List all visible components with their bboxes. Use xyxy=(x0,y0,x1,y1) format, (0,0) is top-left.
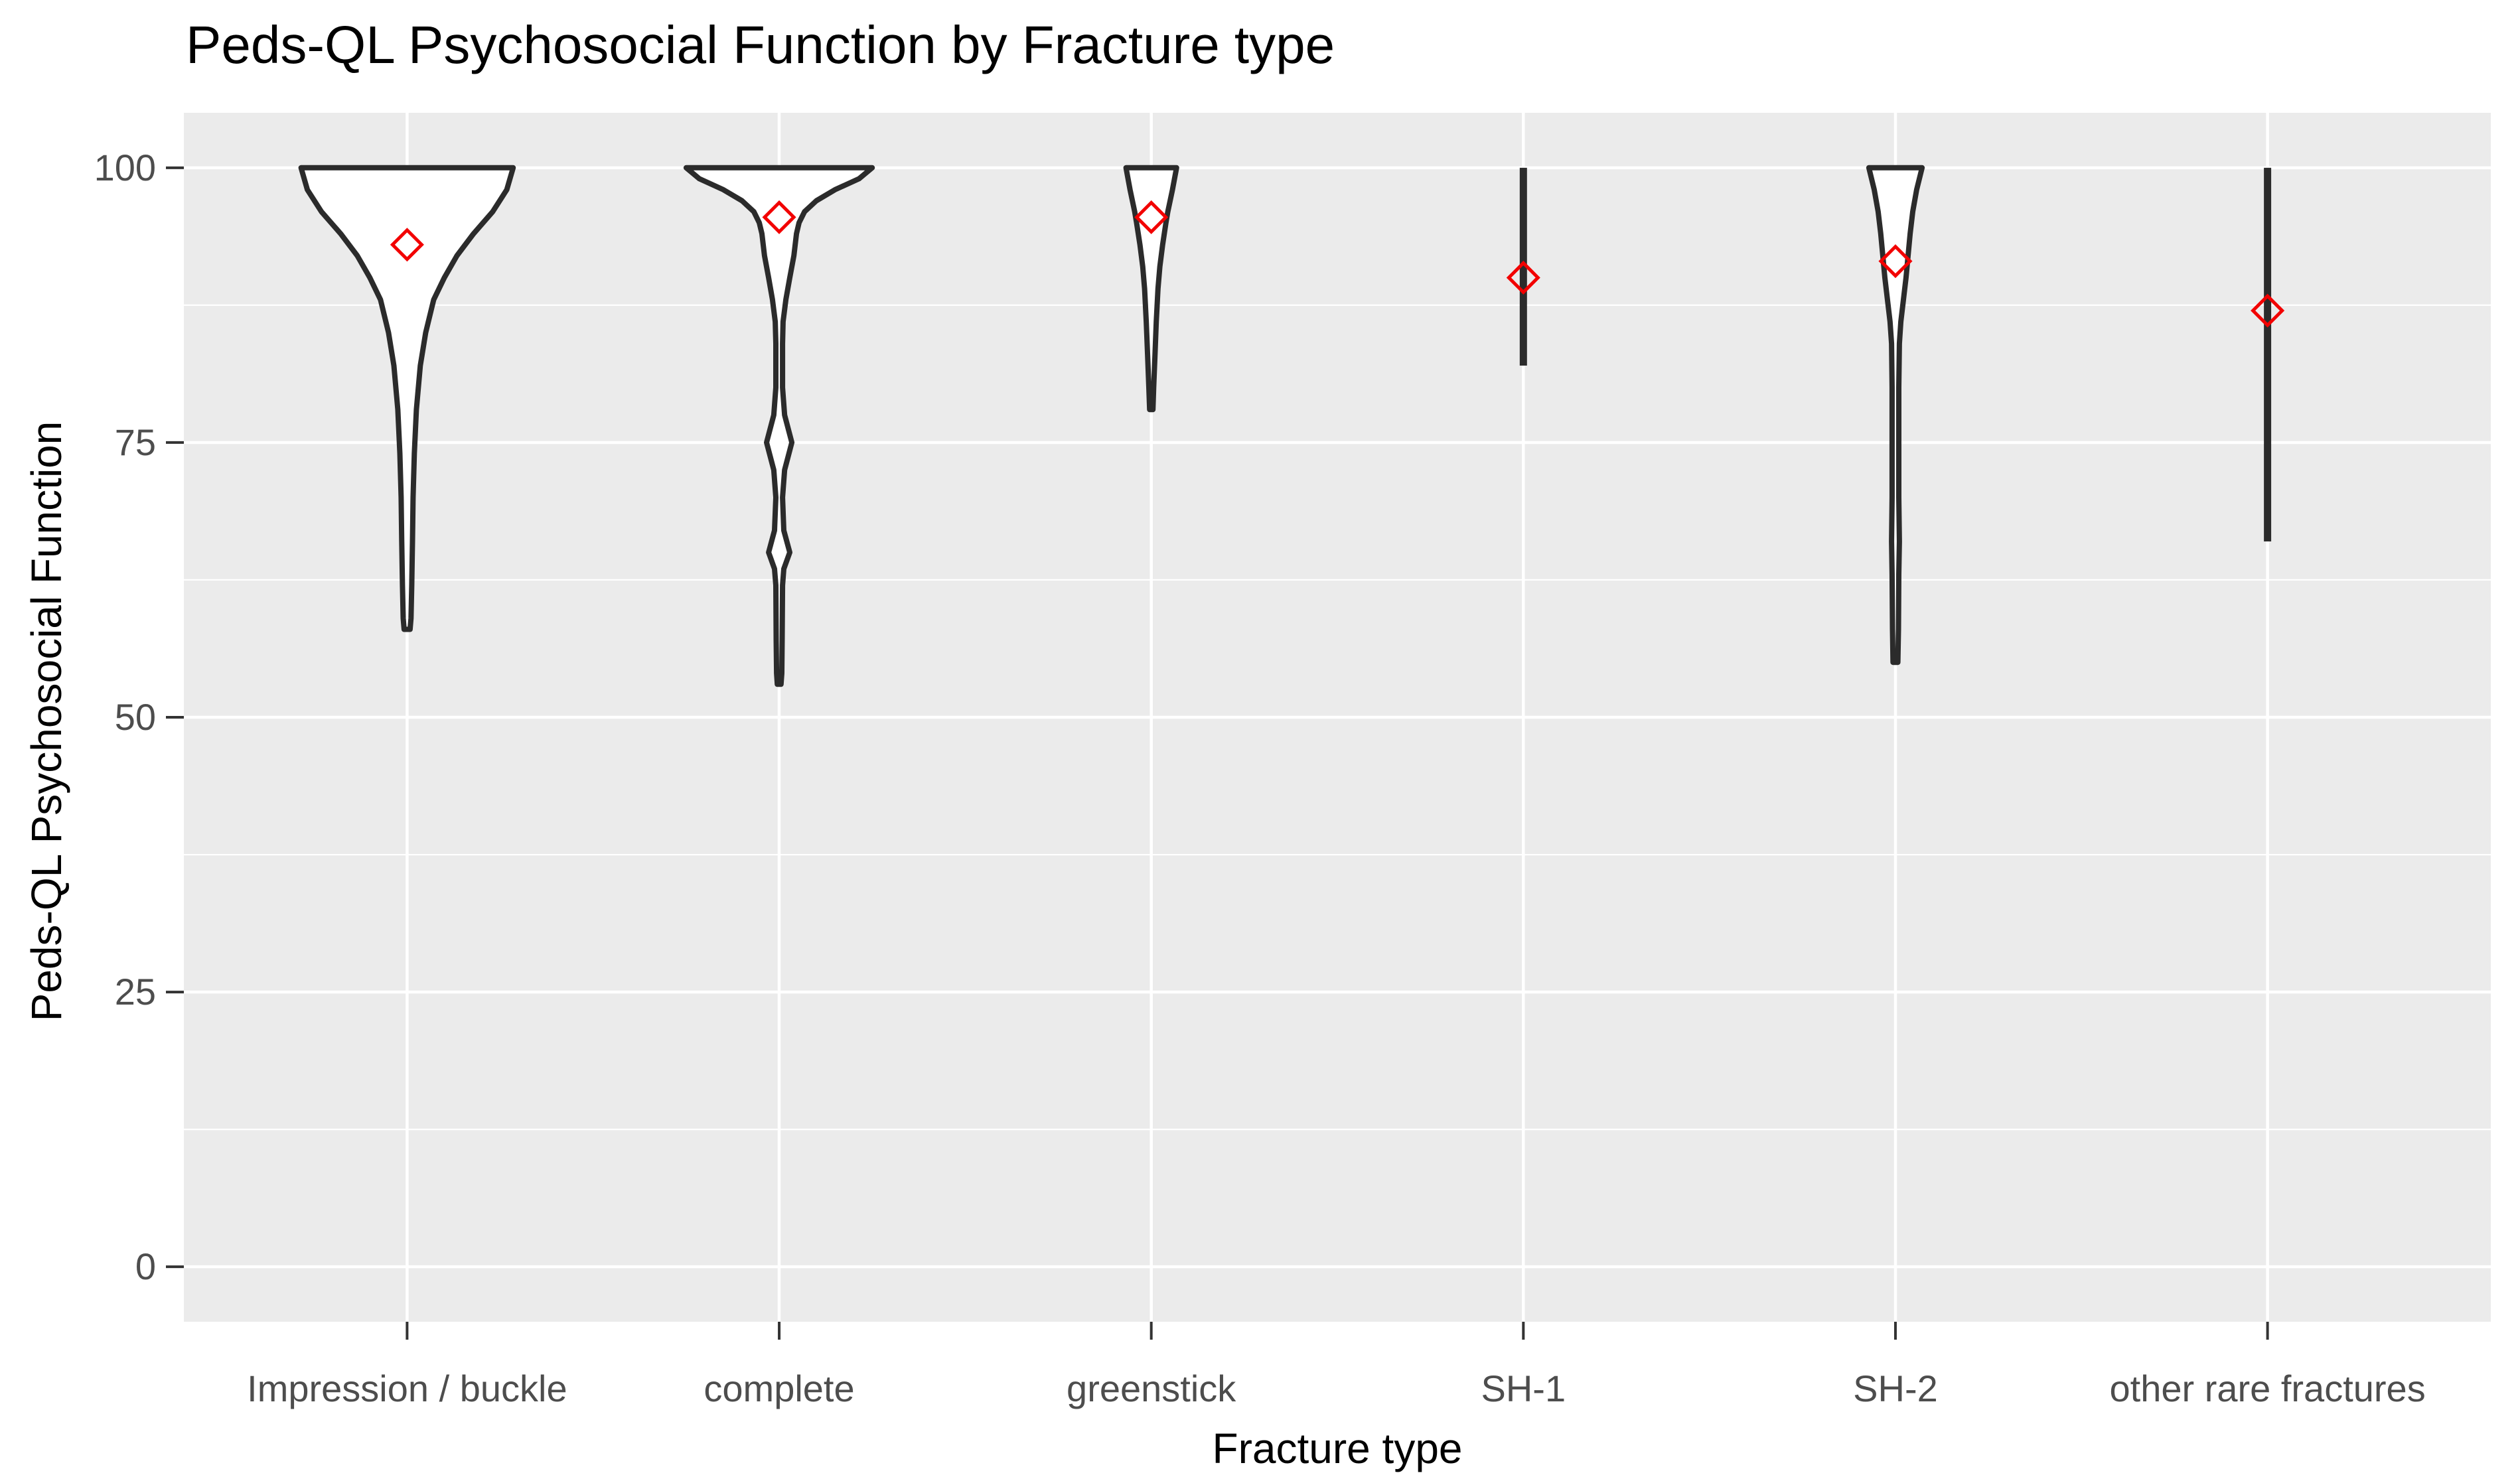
y-tick-labels: 0 25 50 75 100 xyxy=(94,147,156,1287)
y-tick-label: 75 xyxy=(115,421,156,463)
violin-sh-1 xyxy=(1506,167,1540,366)
mean-diamond xyxy=(762,200,796,234)
mean-diamond xyxy=(1134,200,1169,234)
x-tick-label: complete xyxy=(704,1368,854,1409)
mean-diamond xyxy=(390,228,424,262)
y-tick-label: 50 xyxy=(115,696,156,738)
violin-other-rare-fractures xyxy=(2251,167,2285,541)
x-tick-label: greenstick xyxy=(1067,1368,1236,1409)
major-gridlines xyxy=(184,166,2491,1269)
y-tick-label: 100 xyxy=(94,147,156,188)
violin-complete xyxy=(683,165,875,687)
chart-title: Peds-QL Psychosocial Function by Fractur… xyxy=(186,15,1335,74)
y-tick-label: 25 xyxy=(115,971,156,1013)
violin-sh-2 xyxy=(1866,165,1925,666)
violin-impression-buckle xyxy=(298,165,516,632)
minor-gridlines xyxy=(184,304,2491,1131)
x-tick-label: other rare fractures xyxy=(2110,1368,2426,1409)
x-tick-labels: Impression / buckle complete greenstick SH-… xyxy=(247,1368,2426,1409)
x-tick-label: SH-2 xyxy=(1853,1368,1938,1409)
violin-body xyxy=(298,165,516,632)
y-axis-title: Peds-QL Psychosocial Function xyxy=(23,421,70,1022)
violin-greenstick xyxy=(1123,165,1179,413)
mean-diamond xyxy=(1506,260,1540,295)
mean-diamond xyxy=(2251,293,2285,328)
axis-ticks xyxy=(166,166,2269,1340)
violin-body xyxy=(1123,165,1179,413)
x-axis-title: Fracture type xyxy=(1212,1425,1463,1472)
violin-body xyxy=(683,165,875,687)
y-tick-label: 0 xyxy=(135,1245,156,1287)
x-tick-label: Impression / buckle xyxy=(247,1368,567,1409)
x-tick-label: SH-1 xyxy=(1481,1368,1566,1409)
mean-diamond xyxy=(1878,244,1913,279)
